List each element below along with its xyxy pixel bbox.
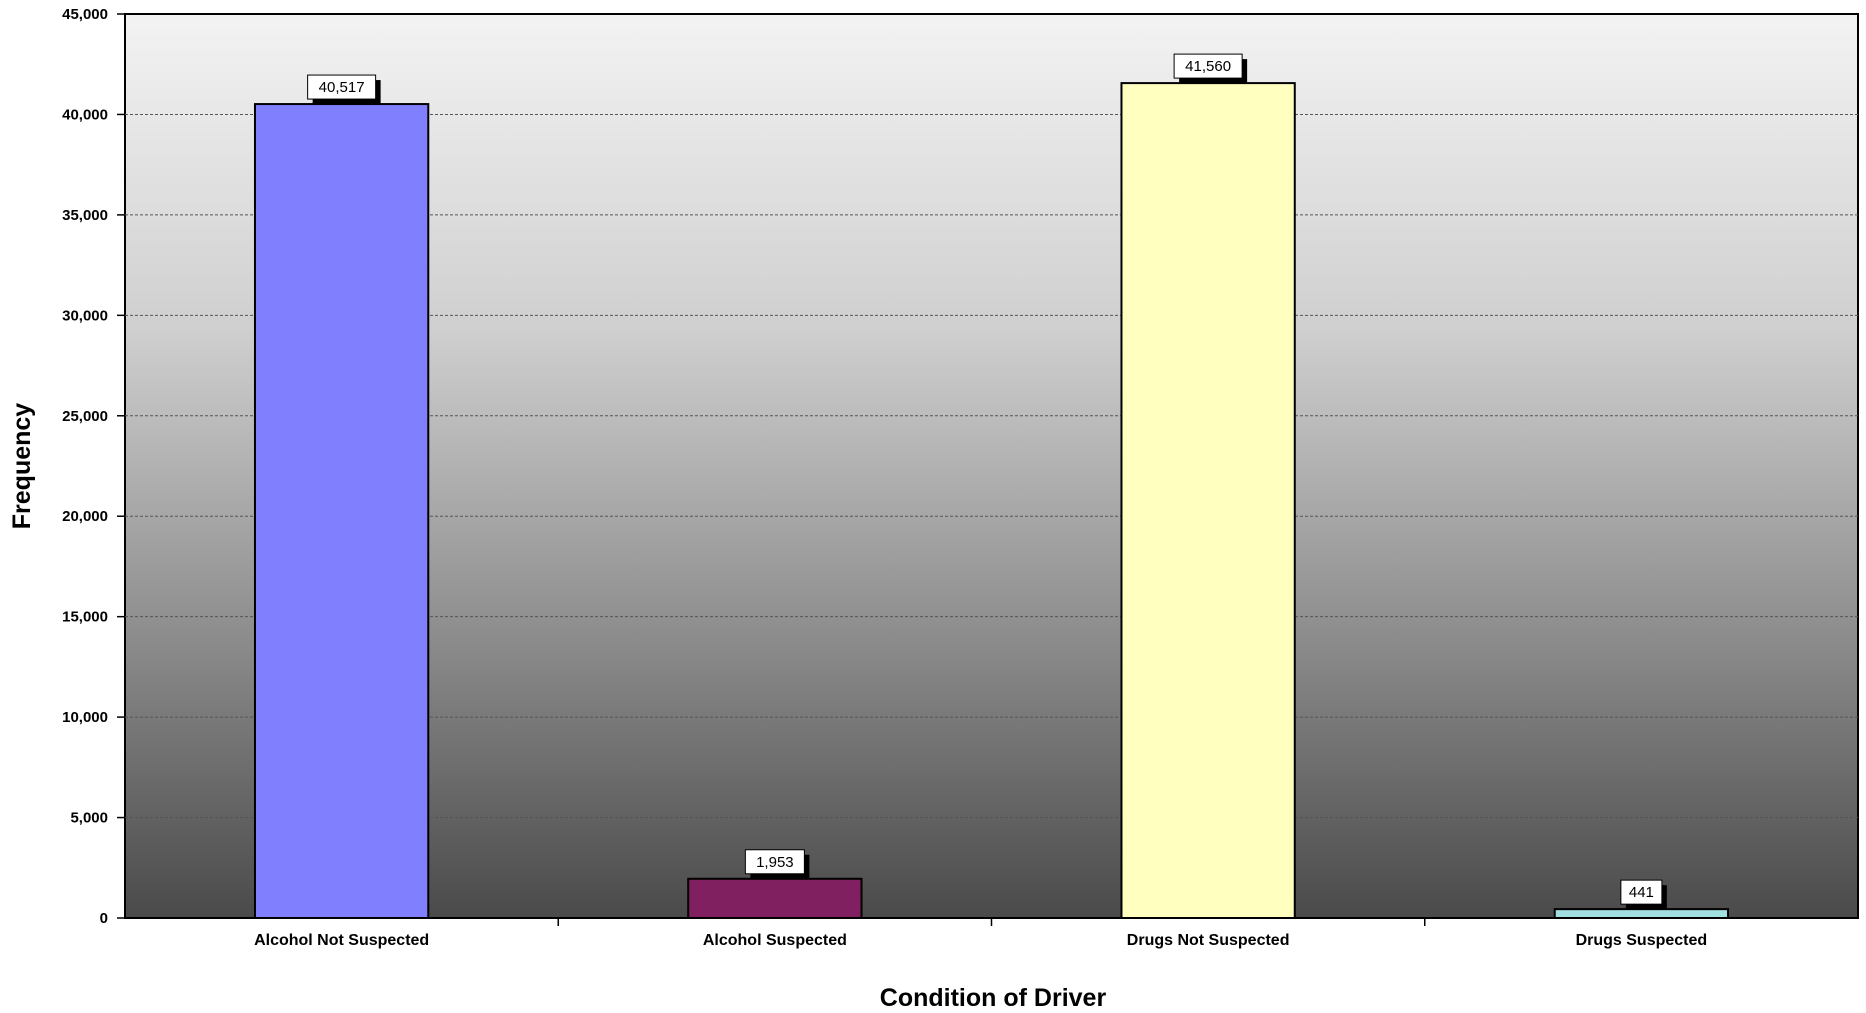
y-tick-label: 5,000 (70, 810, 108, 827)
data-label: 441 (1629, 884, 1654, 901)
x-tick-label: Alcohol Suspected (703, 932, 847, 949)
y-tick-label: 40,000 (62, 106, 108, 123)
x-tick-label: Drugs Suspected (1576, 932, 1708, 949)
x-axis-title: Condition of Driver (880, 984, 1107, 1012)
x-tick-label: Alcohol Not Suspected (254, 932, 429, 949)
y-tick-label: 10,000 (62, 709, 108, 726)
bar (687, 877, 863, 920)
data-label-box (307, 74, 377, 100)
x-tick-label: Drugs Not Suspected (1127, 932, 1290, 949)
bar (253, 103, 430, 920)
y-tick-label: 30,000 (62, 307, 108, 324)
data-label: 41,560 (1185, 58, 1231, 75)
y-axis-ticks: 0 5,000 10,000 15,000 20,000 25,000 30,000 35,0… (62, 6, 125, 927)
data-label-box (1173, 53, 1243, 79)
bars (253, 82, 1730, 920)
data-label: 1,953 (756, 854, 794, 871)
y-tick-label: 0 (100, 910, 108, 927)
y-tick-label: 20,000 (62, 508, 108, 525)
gridlines (125, 113, 1858, 819)
y-tick-label: 45,000 (62, 6, 108, 23)
bar (1120, 82, 1296, 919)
data-label-box (744, 849, 805, 875)
data-label: 40,517 (319, 79, 365, 96)
x-axis-ticks: Alcohol Not Suspected Alcohol Suspected Dr… (254, 918, 1707, 949)
y-axis-title: Frequency (8, 403, 36, 530)
y-tick-label: 35,000 (62, 207, 108, 224)
bar (1553, 908, 1730, 920)
data-labels: 40,517 1,953 41,560 441 (307, 53, 1667, 910)
y-tick-label: 25,000 (62, 408, 108, 425)
data-label-box (1620, 879, 1663, 905)
y-tick-label: 15,000 (62, 609, 108, 626)
